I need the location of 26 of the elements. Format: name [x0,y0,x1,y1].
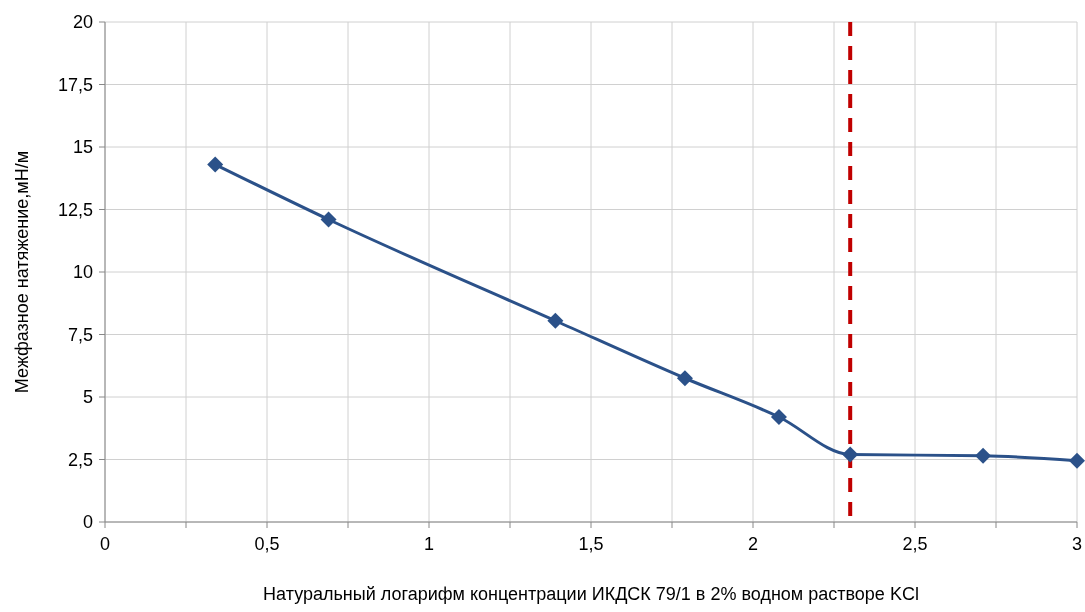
y-axis-title: Межфазное натяжение,мН/м [12,150,32,394]
x-tick-label: 0 [99,534,111,554]
y-tick-label: 12,5 [57,199,93,220]
y-tick-label: 15 [72,137,93,158]
y-tick-label: 20 [72,12,93,33]
point [842,446,859,463]
x-tick-label: 1,5 [578,534,604,554]
x-axis-title: Натуральный логарифм концентрации ИКДСК 79/1 в 2% водном растворе KCl [263,584,919,604]
point [975,447,992,464]
y-tick-label: 5 [82,387,93,408]
point [676,370,693,387]
x-tick-label: 3 [1071,534,1083,554]
point [770,409,787,425]
y-tick-label: 2,5 [67,449,93,470]
point [207,156,224,173]
x-tick-label: 2,5 [902,534,928,554]
y-tick-label: 10 [72,262,93,283]
y-tick-label: 0 [82,512,93,533]
point [1069,452,1085,469]
x-tick-label: 2 [747,534,759,554]
point [320,211,337,228]
y-tick-label: 7,5 [67,324,93,345]
x-tick-label: 0,5 [254,534,280,554]
y-tick-label: 17,5 [57,74,93,95]
x-tick-label: 1 [423,534,435,554]
point [547,312,564,329]
